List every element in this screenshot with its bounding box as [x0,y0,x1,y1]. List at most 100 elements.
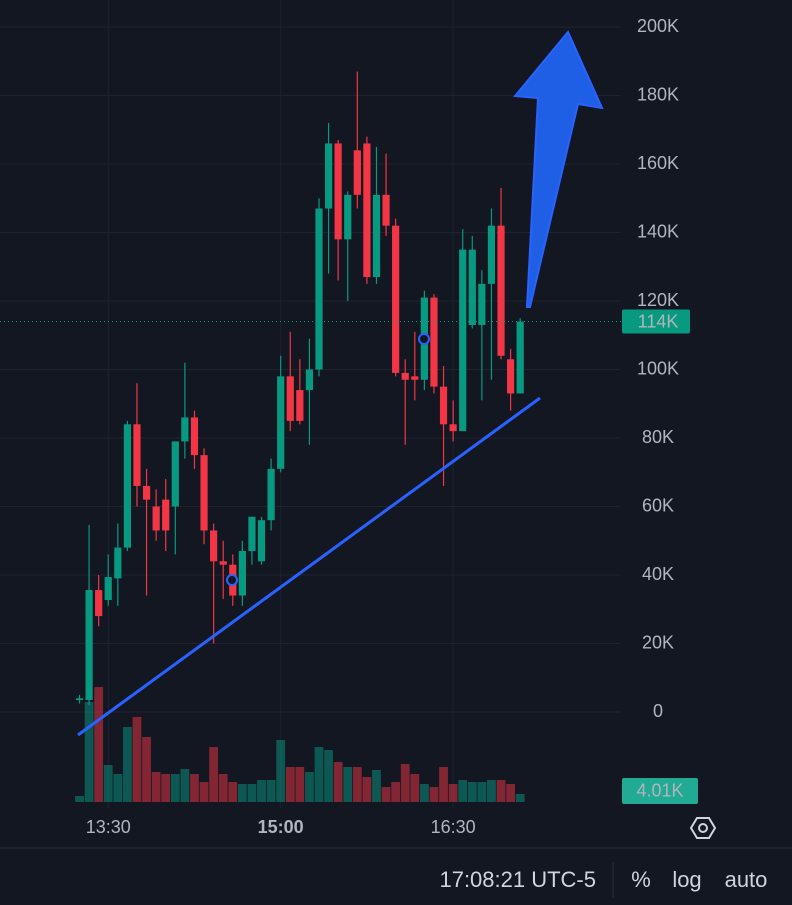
candle-body [277,376,285,469]
anchor-point [418,333,430,345]
y-tick-label: 100K [637,358,679,378]
volume-bar [75,796,84,802]
candle-body [267,468,275,521]
y-tick-label: 180K [637,84,679,104]
volume-bar [103,765,113,802]
candle-body [152,506,160,531]
y-tick-label: 140K [637,221,679,241]
volume-bar [391,782,401,802]
arrow-drawing [513,30,604,308]
volume-bar [84,702,94,802]
volume-bar [429,787,439,802]
candle-body [200,455,208,531]
candle-body [286,376,294,421]
y-tick-label: 200K [637,16,679,36]
candle-body [95,590,103,617]
anchor-point [226,574,238,586]
candle-body [162,499,170,531]
volume-bar [506,784,515,802]
volume-bar [180,769,190,802]
y-tick-label: 40K [642,564,674,584]
y-tick-label: 160K [637,153,679,173]
volume-bar [515,793,525,802]
toolbar-button[interactable]: auto [725,867,768,892]
volume-bar [132,717,142,802]
candle-body [392,225,400,373]
volume-bar [285,767,295,802]
volume-bar [161,774,171,802]
volume-bar [228,782,238,802]
y-tick-label: 120K [637,290,679,310]
volume-bar [343,767,353,802]
candle-body [114,547,122,579]
x-tick-label: 15:00 [258,817,304,837]
candle-body [487,225,496,284]
footer: 17:08:21 UTC-5 % log auto [439,867,767,892]
y-tick-label: 0 [653,701,663,721]
candle-body [219,561,227,565]
candle-body [334,143,342,240]
volume-bar [458,780,468,802]
volume-bar [170,774,180,802]
volume-bar [199,782,209,802]
volume-bar [448,784,458,802]
candle-body [296,390,304,421]
volume-bar [218,774,228,802]
candle-body [133,424,141,486]
last-volume-label: 4.01K [636,781,683,801]
trend-line [77,396,541,737]
volume-bar [333,762,343,802]
volume-badge [622,777,698,804]
price-badge [622,309,690,334]
candle-body [85,590,93,701]
volume-bar [123,727,132,802]
volume-bar [247,784,257,802]
volume [75,687,525,802]
volume-bar [400,764,410,802]
clock: 17:08:21 UTC-5 [439,867,596,892]
volume-bar [362,777,372,802]
volume-bar [496,780,506,802]
candle-body [401,372,409,380]
settings-icon[interactable] [689,817,717,839]
candle-body [181,417,189,442]
volume-bar [190,774,199,802]
volume-bar [94,687,104,802]
volume-bar [209,747,219,802]
candle-body [104,577,112,601]
volume-bar [151,772,161,802]
candle-body [497,225,505,356]
volume-bar [410,774,420,802]
candle-body [75,698,84,701]
candle-body [372,194,381,278]
candle-body [363,143,371,278]
y-tick-label: 60K [642,495,674,515]
price-axis: 0 20K 40K 60K 80K 100K 120K 140K 160K 180K 200K 13:… [0,16,698,837]
candle-body [516,321,524,394]
candle-body [142,485,151,500]
toolbar-button[interactable]: % [631,867,651,892]
candle-body [123,424,131,548]
volume-bar [295,767,305,802]
x-tick-label: 16:30 [431,817,476,837]
toolbar-button[interactable]: log [672,867,701,892]
candle-body [171,441,179,507]
candle-body [459,249,467,432]
candle-body [248,516,256,552]
volume-bar [237,784,247,802]
candle-body [238,551,246,596]
volume-bar [352,767,362,802]
volume-bar [381,787,391,802]
volume-bar [314,747,324,802]
volume-bar [324,750,333,802]
candle-body [324,143,333,209]
candle-body [430,297,438,387]
volume-bar [477,782,487,802]
candle-body [449,424,457,432]
volume-bar [113,774,123,802]
candle-body [478,283,486,325]
candle-body [468,249,476,325]
